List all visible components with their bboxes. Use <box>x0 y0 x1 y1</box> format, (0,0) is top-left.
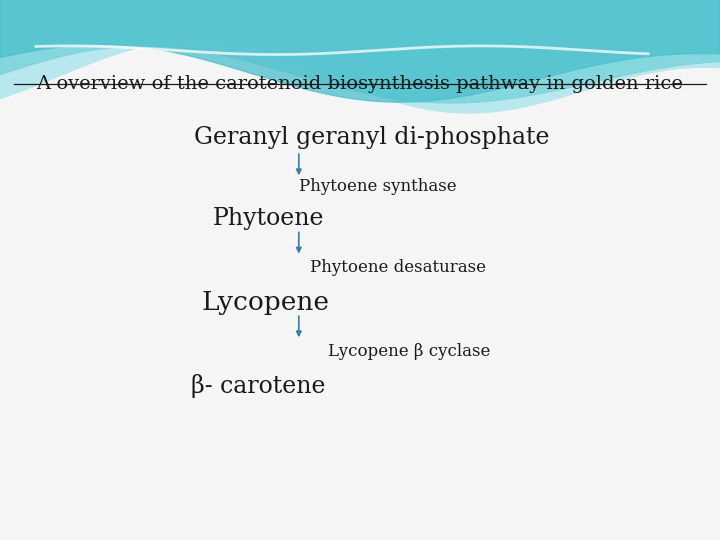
Text: Phytoene: Phytoene <box>212 207 324 230</box>
Text: A overview of the carotenoid biosynthesis pathway in golden rice: A overview of the carotenoid biosynthesi… <box>37 75 683 93</box>
Text: β- carotene: β- carotene <box>191 374 325 398</box>
Text: Phytoene desaturase: Phytoene desaturase <box>310 259 485 276</box>
Text: Geranyl geranyl di-phosphate: Geranyl geranyl di-phosphate <box>194 126 550 149</box>
Text: Lycopene: Lycopene <box>202 290 330 315</box>
Text: Lycopene β cyclase: Lycopene β cyclase <box>328 342 490 360</box>
Text: Phytoene synthase: Phytoene synthase <box>299 178 456 195</box>
